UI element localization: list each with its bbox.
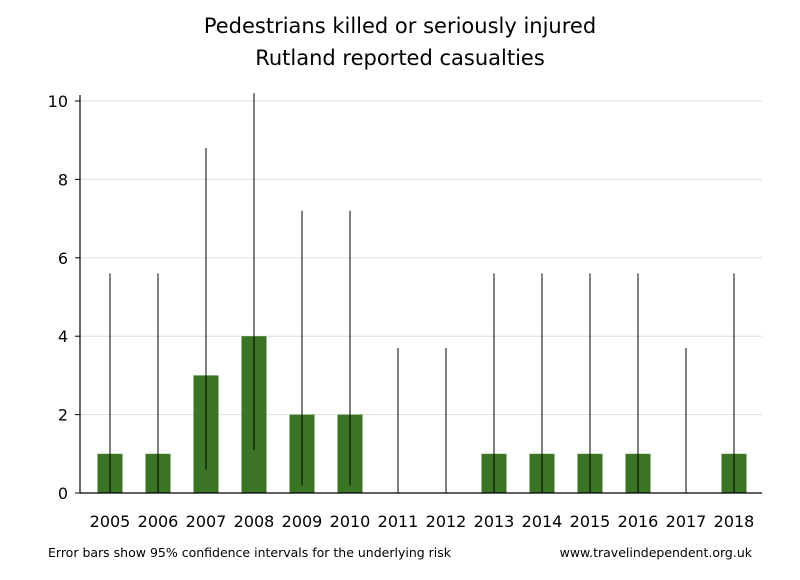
x-tick-label: 2010 [330,512,371,531]
y-tick-label: 0 [58,484,68,503]
x-tick-label: 2012 [426,512,467,531]
x-tick-label: 2016 [618,512,659,531]
x-tick-label: 2017 [666,512,707,531]
x-tick-label: 2007 [186,512,227,531]
x-tick-label: 2013 [474,512,515,531]
x-tick-label: 2011 [378,512,419,531]
chart-title: Pedestrians killed or seriously injured [203,14,597,38]
x-tick-label: 2018 [714,512,755,531]
x-tick-label: 2008 [234,512,275,531]
y-tick-label: 8 [58,170,68,189]
x-tick-label: 2009 [282,512,323,531]
x-tick-label: 2006 [138,512,179,531]
source-url: www.travelindependent.org.uk [559,545,752,560]
y-tick-label: 2 [58,406,68,425]
y-tick-label: 4 [58,327,68,346]
y-tick-label: 10 [48,92,68,111]
y-tick-label: 6 [58,249,68,268]
x-tick-label: 2014 [522,512,563,531]
x-tick-label: 2005 [90,512,131,531]
chart-subtitle: Rutland reported casualties [255,46,545,70]
x-tick-label: 2015 [570,512,611,531]
error-bar-note: Error bars show 95% confidence intervals… [48,545,452,560]
